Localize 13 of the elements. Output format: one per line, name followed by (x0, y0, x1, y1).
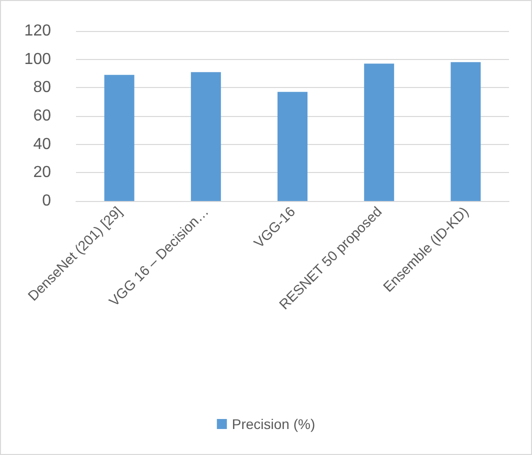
bar (190, 72, 221, 201)
bar (450, 62, 481, 201)
y-tick-label: 0 (42, 192, 52, 210)
bar (278, 92, 308, 201)
bar (364, 64, 394, 201)
y-tick-label: 60 (33, 108, 52, 124)
y-tick-label: 100 (24, 50, 52, 68)
legend-label: Precision (%) (232, 416, 316, 432)
y-tick-label: 80 (33, 79, 52, 96)
bar (104, 74, 134, 201)
y-tick-label: 40 (33, 136, 52, 153)
y-tick-label: 20 (33, 164, 52, 182)
y-tick-label: 120 (24, 22, 52, 40)
